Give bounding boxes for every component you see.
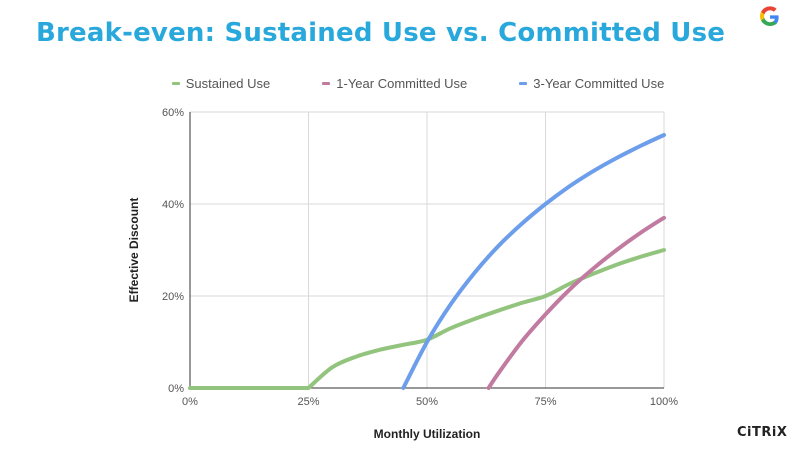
legend-swatch-three-year bbox=[519, 82, 528, 85]
legend-label-three-year: 3-Year Committed Use bbox=[533, 76, 665, 91]
series-line-sustained bbox=[188, 248, 666, 390]
google-logo-icon bbox=[760, 6, 779, 26]
citrix-logo: CiTRiX bbox=[737, 425, 788, 440]
legend-item-one-year: 1-Year Committed Use bbox=[286, 76, 467, 91]
x-tick-label: 75% bbox=[534, 396, 556, 408]
x-tick-label: 0% bbox=[182, 396, 198, 408]
y-tick-label: 40% bbox=[162, 199, 184, 211]
legend-swatch-sustained bbox=[171, 82, 180, 85]
x-tick-label: 100% bbox=[650, 396, 678, 408]
x-axis-title: Monthly Utilization bbox=[374, 427, 481, 441]
series-line-three-year bbox=[401, 133, 666, 390]
y-tick-label: 60% bbox=[162, 107, 184, 119]
series-line-one-year bbox=[486, 215, 666, 390]
legend-swatch-one-year bbox=[322, 82, 331, 85]
legend-label-sustained: Sustained Use bbox=[185, 76, 271, 91]
x-tick-label: 25% bbox=[297, 396, 319, 408]
x-tick-label: 50% bbox=[416, 396, 438, 408]
y-axis-title: Effective Discount bbox=[127, 198, 141, 303]
legend-item-sustained: Sustained Use bbox=[136, 76, 271, 91]
chart-legend: Sustained Use 1-Year Committed Use 3-Yea… bbox=[0, 76, 800, 91]
legend-label-one-year: 1-Year Committed Use bbox=[336, 76, 468, 91]
y-tick-label: 0% bbox=[168, 383, 184, 395]
y-tick-label: 20% bbox=[162, 291, 184, 303]
slide-title: Break-even: Sustained Use vs. Committed … bbox=[36, 18, 726, 48]
legend-item-three-year: 3-Year Committed Use bbox=[483, 76, 664, 91]
